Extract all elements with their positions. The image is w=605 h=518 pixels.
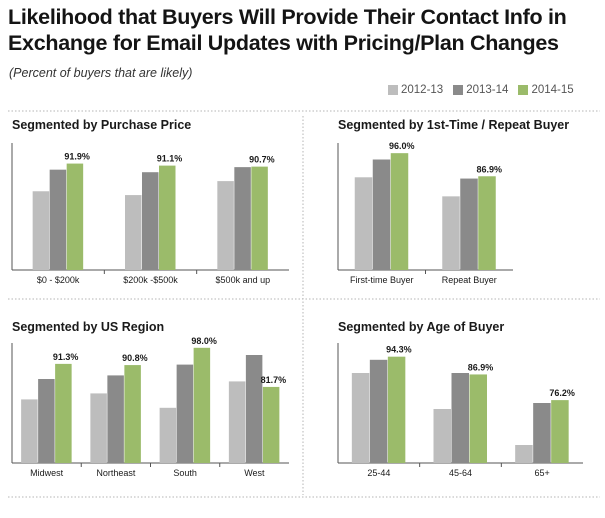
panel-title: Segmented by Age of Buyer	[338, 320, 504, 334]
data-label: 98.0%	[191, 336, 217, 346]
legend-item-2012-13: 2012-13	[388, 84, 443, 96]
bar-2014-15--200k-500k	[159, 165, 176, 270]
bar-2014-15-northeast	[124, 365, 141, 463]
category-label: 25-44	[367, 468, 390, 478]
bar-2013-14-northeast	[107, 375, 124, 463]
bar-2014-15-25-44	[387, 356, 406, 463]
legend-item-2014-15: 2014-15	[518, 84, 574, 96]
category-label: Repeat Buyer	[442, 275, 497, 285]
data-label: 91.3%	[53, 352, 79, 362]
bar-2013-14-65-	[533, 403, 551, 463]
legend-item-2013-14: 2013-14	[453, 84, 508, 96]
data-label: 91.1%	[157, 154, 183, 164]
bar-2013-14--200k-500k	[142, 172, 159, 270]
category-label: Midwest	[30, 468, 64, 478]
category-label: First-time Buyer	[350, 275, 414, 285]
bar-2012-13--200k-500k	[125, 195, 142, 270]
category-label: South	[173, 468, 197, 478]
data-label: 96.0%	[389, 141, 415, 151]
bar-2012-13-northeast	[90, 393, 107, 463]
category-label: 65+	[535, 468, 550, 478]
bar-2014-15-south	[193, 347, 211, 463]
chart-title: Likelihood that Buyers Will Provide Thei…	[8, 5, 567, 55]
bar-2013-14-45-64	[451, 373, 469, 463]
category-label: Northeast	[96, 468, 136, 478]
category-label: $0 - $200k	[37, 275, 80, 285]
data-label: 90.8%	[122, 353, 148, 363]
bar-2013-14-first-time-buyer	[372, 159, 391, 270]
panel-title: Segmented by Purchase Price	[12, 118, 191, 132]
bar-2014-15-midwest	[55, 363, 72, 463]
bar-2014-15-west	[262, 386, 280, 463]
legend-label: 2012-13	[401, 84, 444, 96]
legend-label: 2014-15	[531, 84, 574, 96]
data-label: 76.2%	[549, 388, 575, 398]
data-label: 90.7%	[249, 155, 275, 165]
data-label: 86.9%	[476, 164, 502, 174]
bar-2013-14--500k-and-up	[234, 167, 251, 270]
bar-2014-15-65-	[551, 400, 569, 463]
panel-title: Segmented by US Region	[12, 320, 164, 334]
legend: 2012-13 2013-14 2014-15	[388, 84, 574, 96]
bar-2014-15-first-time-buyer	[390, 153, 409, 270]
bar-2013-14-midwest	[38, 379, 55, 463]
legend-swatch	[388, 85, 398, 95]
bar-2013-14-repeat-buyer	[460, 178, 478, 270]
bar-2014-15-45-64	[469, 374, 487, 463]
bar-2013-14-25-44	[369, 359, 388, 463]
bar-2013-14--0-200k	[49, 169, 67, 270]
bar-2014-15-repeat-buyer	[478, 176, 496, 270]
legend-swatch	[518, 85, 529, 95]
bar-2012-13-west	[228, 381, 246, 463]
bar-2013-14-west	[245, 355, 263, 463]
chart-subtitle: (Percent of buyers that are likely)	[9, 66, 193, 80]
category-label: West	[244, 468, 265, 478]
data-label: 86.9%	[468, 362, 494, 372]
bar-2012-13-first-time-buyer	[354, 177, 373, 270]
data-label: 91.9%	[64, 152, 90, 162]
bar-2012-13--0-200k	[32, 191, 50, 270]
bar-2012-13--500k-and-up	[217, 181, 234, 270]
category-label: $200k -$500k	[123, 275, 178, 285]
category-label: $500k and up	[216, 275, 271, 285]
bar-2012-13-midwest	[21, 399, 38, 463]
data-label: 81.7%	[261, 375, 287, 385]
bar-2012-13-south	[159, 407, 177, 463]
bar-2014-15--0-200k	[66, 163, 84, 270]
bar-2012-13-25-44	[351, 373, 370, 463]
legend-label: 2013-14	[466, 84, 509, 96]
category-label: 45-64	[449, 468, 472, 478]
bar-2014-15--500k-and-up	[251, 166, 268, 270]
bar-2012-13-65-	[515, 445, 533, 463]
bar-2012-13-repeat-buyer	[442, 196, 460, 270]
legend-swatch	[453, 85, 464, 95]
bar-2012-13-45-64	[433, 409, 451, 463]
bar-2013-14-south	[176, 364, 194, 463]
data-label: 94.3%	[386, 345, 412, 355]
panel-title: Segmented by 1st-Time / Repeat Buyer	[338, 118, 569, 132]
